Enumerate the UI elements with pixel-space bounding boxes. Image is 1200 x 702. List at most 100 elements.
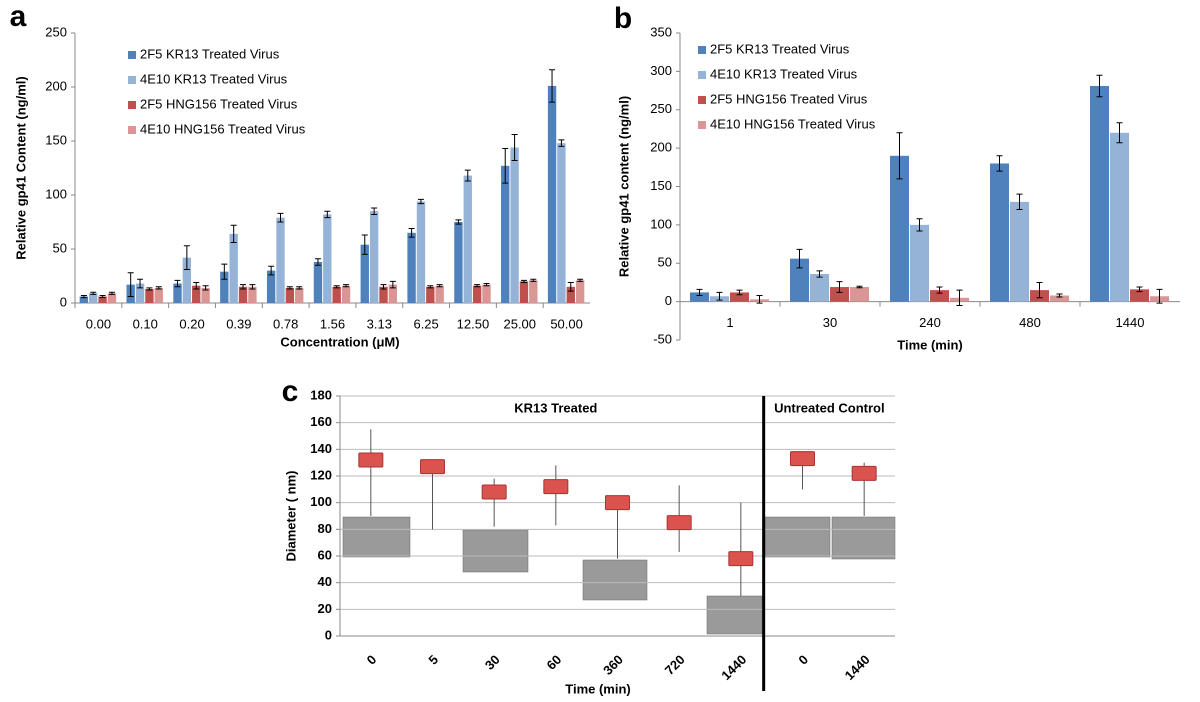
y-tick-label: 350 bbox=[650, 24, 672, 39]
error-bar bbox=[455, 219, 462, 225]
y-tick-label: 100 bbox=[650, 216, 672, 231]
micrograph bbox=[764, 516, 831, 558]
micrograph bbox=[462, 529, 529, 573]
bar bbox=[1050, 295, 1069, 302]
bar bbox=[416, 201, 426, 303]
range-box bbox=[851, 465, 877, 481]
range-box bbox=[543, 479, 569, 495]
legend-label: 4E10 KR13 Treated Virus bbox=[140, 71, 288, 86]
bar bbox=[313, 261, 323, 303]
bar bbox=[472, 285, 482, 303]
bar bbox=[135, 283, 145, 303]
error-bar bbox=[1156, 288, 1163, 304]
error-bar bbox=[549, 69, 556, 103]
error-bar bbox=[249, 284, 256, 290]
y-tick-label: 60 bbox=[318, 547, 332, 562]
x-tick-label: 1440 bbox=[842, 652, 873, 683]
range-box bbox=[790, 451, 815, 467]
error-bar bbox=[436, 284, 443, 288]
bar bbox=[426, 286, 435, 303]
error-bar bbox=[736, 289, 743, 296]
micrographs bbox=[342, 516, 896, 635]
error-bar bbox=[183, 245, 190, 271]
x-tick-label: 0 bbox=[364, 652, 380, 668]
bar bbox=[519, 281, 529, 303]
bar bbox=[379, 286, 388, 303]
x-tick-label: 3.13 bbox=[367, 316, 392, 331]
legend-swatch bbox=[698, 121, 706, 129]
error-bar bbox=[696, 288, 703, 296]
error-bar bbox=[127, 272, 134, 298]
bar bbox=[388, 284, 398, 303]
y-tick-label: 40 bbox=[318, 574, 332, 589]
y-tick-label: 200 bbox=[650, 140, 672, 155]
error-bar bbox=[80, 294, 87, 299]
legend-label: 4E10 HNG156 Treated Virus bbox=[140, 121, 306, 136]
y-tick-label: 80 bbox=[318, 521, 332, 536]
legend-label: 2F5 KR13 Treated Virus bbox=[140, 46, 280, 61]
bar bbox=[220, 271, 229, 303]
error-bar bbox=[108, 291, 115, 295]
bar bbox=[690, 292, 709, 302]
x-tick-label: 0.10 bbox=[133, 316, 158, 331]
error-bar bbox=[427, 285, 434, 289]
bar bbox=[810, 273, 829, 302]
bar bbox=[990, 163, 1009, 302]
x-tick-label: 12.50 bbox=[457, 316, 490, 331]
bar bbox=[1110, 132, 1129, 302]
error-bar bbox=[277, 212, 284, 223]
range-box bbox=[481, 484, 507, 500]
y-tick-label: 20 bbox=[318, 601, 332, 616]
error-bar bbox=[474, 284, 481, 288]
x-tick-label: 1440 bbox=[1116, 315, 1145, 330]
x-tick-label: 1.56 bbox=[320, 316, 345, 331]
error-bar bbox=[361, 234, 368, 255]
bar bbox=[107, 293, 117, 303]
error-bar bbox=[796, 248, 803, 269]
error-bar bbox=[371, 207, 378, 215]
error-bar bbox=[333, 285, 340, 289]
y-tick-label: 150 bbox=[45, 132, 67, 147]
x-tick-label: 0.00 bbox=[86, 316, 111, 331]
y-axis-title: Relative gp41 Content (ng/ml) bbox=[13, 76, 28, 259]
error-bar bbox=[856, 285, 863, 289]
bar bbox=[510, 147, 519, 303]
error-bar bbox=[230, 224, 237, 244]
micrograph bbox=[582, 559, 648, 601]
group-label: KR13 Treated bbox=[514, 400, 597, 415]
bar bbox=[930, 290, 949, 302]
bar bbox=[1090, 85, 1109, 302]
bar bbox=[323, 214, 332, 303]
bar bbox=[89, 293, 98, 303]
error-bar bbox=[558, 139, 565, 147]
bar bbox=[910, 224, 929, 302]
error-bar bbox=[99, 294, 106, 299]
range-box bbox=[605, 495, 630, 511]
legend-swatch bbox=[128, 76, 136, 84]
error-bar bbox=[936, 286, 943, 294]
x-tick-label: 0.20 bbox=[179, 316, 204, 331]
bar bbox=[369, 211, 379, 303]
bar bbox=[266, 270, 276, 303]
error-bar bbox=[202, 285, 209, 291]
bar bbox=[98, 296, 107, 303]
error-bar bbox=[483, 283, 490, 287]
micrograph bbox=[342, 516, 411, 558]
error-bar bbox=[380, 284, 387, 290]
y-tick-label: 50 bbox=[53, 240, 67, 255]
x-axis-title: Time (min) bbox=[897, 337, 963, 352]
x-tick-label: 25.00 bbox=[503, 316, 536, 331]
legend-swatch bbox=[698, 71, 706, 79]
x-tick-label: 6.25 bbox=[413, 316, 438, 331]
x-tick-label: 60 bbox=[544, 652, 565, 673]
bar bbox=[1010, 201, 1029, 302]
bar bbox=[276, 217, 285, 303]
error-bar bbox=[502, 148, 509, 184]
error-bar bbox=[956, 289, 963, 306]
bar bbox=[341, 285, 351, 303]
error-bar bbox=[836, 281, 843, 293]
x-tick-label: 0 bbox=[795, 652, 811, 668]
bar bbox=[332, 286, 341, 303]
error-bar bbox=[1136, 286, 1143, 293]
